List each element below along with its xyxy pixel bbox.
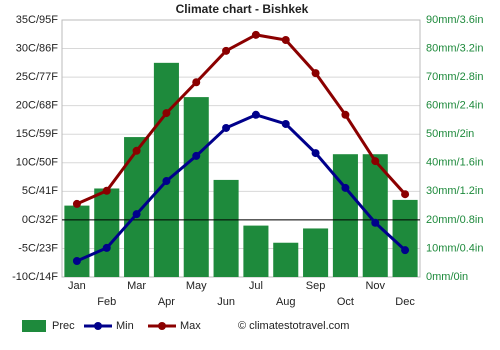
bar	[273, 242, 299, 277]
point	[102, 243, 111, 252]
source-note: © climatestotravel.com	[238, 320, 349, 332]
bar	[392, 199, 418, 277]
x-tick-label: Mar	[127, 280, 146, 292]
x-tick-label: Nov	[365, 280, 385, 292]
y-tick-label: 0C/32F	[22, 214, 58, 226]
x-tick-label: Sep	[306, 280, 326, 292]
point	[281, 35, 290, 44]
x-tick-label: Apr	[158, 296, 175, 308]
point	[102, 186, 111, 195]
x-tick-label: Oct	[337, 296, 354, 308]
y-tick-label: 15C/59F	[16, 128, 58, 140]
bar	[332, 154, 358, 277]
y-tick-label: 25C/77F	[16, 71, 58, 83]
point	[72, 257, 81, 266]
x-tick-label: Aug	[276, 296, 296, 308]
x-tick-label: May	[186, 280, 207, 292]
legend-swatch	[94, 322, 102, 330]
bar	[183, 97, 209, 277]
point	[251, 110, 260, 119]
bar	[64, 205, 90, 277]
y-tick-label: -10C/14F	[12, 271, 58, 283]
legend-swatch	[158, 322, 166, 330]
point	[192, 151, 201, 160]
y2-tick-label: 20mm/0.8in	[426, 214, 483, 226]
chart-title: Climate chart - Bishkek	[176, 2, 309, 16]
y-tick-label: 5C/41F	[22, 185, 58, 197]
point	[311, 149, 320, 158]
x-tick-label: Jan	[68, 280, 86, 292]
bar	[94, 188, 120, 277]
point	[132, 210, 141, 219]
bar	[153, 62, 179, 278]
bar	[362, 154, 388, 277]
y2-tick-label: 50mm/2in	[426, 128, 474, 140]
point	[162, 109, 171, 118]
y-tick-label: -5C/23F	[18, 242, 58, 254]
point	[311, 69, 320, 78]
point	[222, 123, 231, 132]
point	[222, 46, 231, 55]
line	[76, 113, 407, 263]
y2-tick-label: 10mm/0.4in	[426, 242, 483, 254]
x-tick-label: Feb	[97, 296, 116, 308]
legend-label: Prec	[52, 320, 75, 332]
point	[72, 199, 81, 208]
y-tick-label: 35C/95F	[16, 14, 58, 26]
x-tick-label: Jun	[217, 296, 235, 308]
line	[76, 33, 407, 206]
point	[341, 183, 350, 192]
y-tick-label: 20C/68F	[16, 100, 58, 112]
y2-tick-label: 80mm/3.2in	[426, 42, 483, 54]
point	[251, 30, 260, 39]
point	[132, 146, 141, 155]
x-tick-label: Jul	[249, 280, 263, 292]
point	[401, 190, 410, 199]
point	[371, 218, 380, 227]
point	[401, 246, 410, 255]
point	[281, 119, 290, 128]
point	[162, 177, 171, 186]
y2-tick-label: 60mm/2.4in	[426, 100, 483, 112]
point	[371, 157, 380, 166]
y2-tick-label: 90mm/3.6in	[426, 14, 483, 26]
x-tick-label: Dec	[395, 296, 415, 308]
bar	[124, 137, 150, 277]
legend-swatch	[22, 320, 46, 332]
y2-tick-label: 0mm/0in	[426, 271, 468, 283]
legend-label: Min	[116, 320, 134, 332]
bar	[243, 225, 269, 277]
legend-label: Max	[180, 320, 201, 332]
y-tick-label: 10C/50F	[16, 157, 58, 169]
y2-tick-label: 30mm/1.2in	[426, 185, 483, 197]
y2-tick-label: 70mm/2.8in	[426, 71, 483, 83]
point	[341, 110, 350, 119]
bar	[213, 179, 239, 277]
plot-frame	[61, 19, 421, 278]
y-tick-label: 30C/86F	[16, 42, 58, 54]
point	[192, 78, 201, 87]
bar	[303, 228, 329, 277]
y2-tick-label: 40mm/1.6in	[426, 157, 483, 169]
